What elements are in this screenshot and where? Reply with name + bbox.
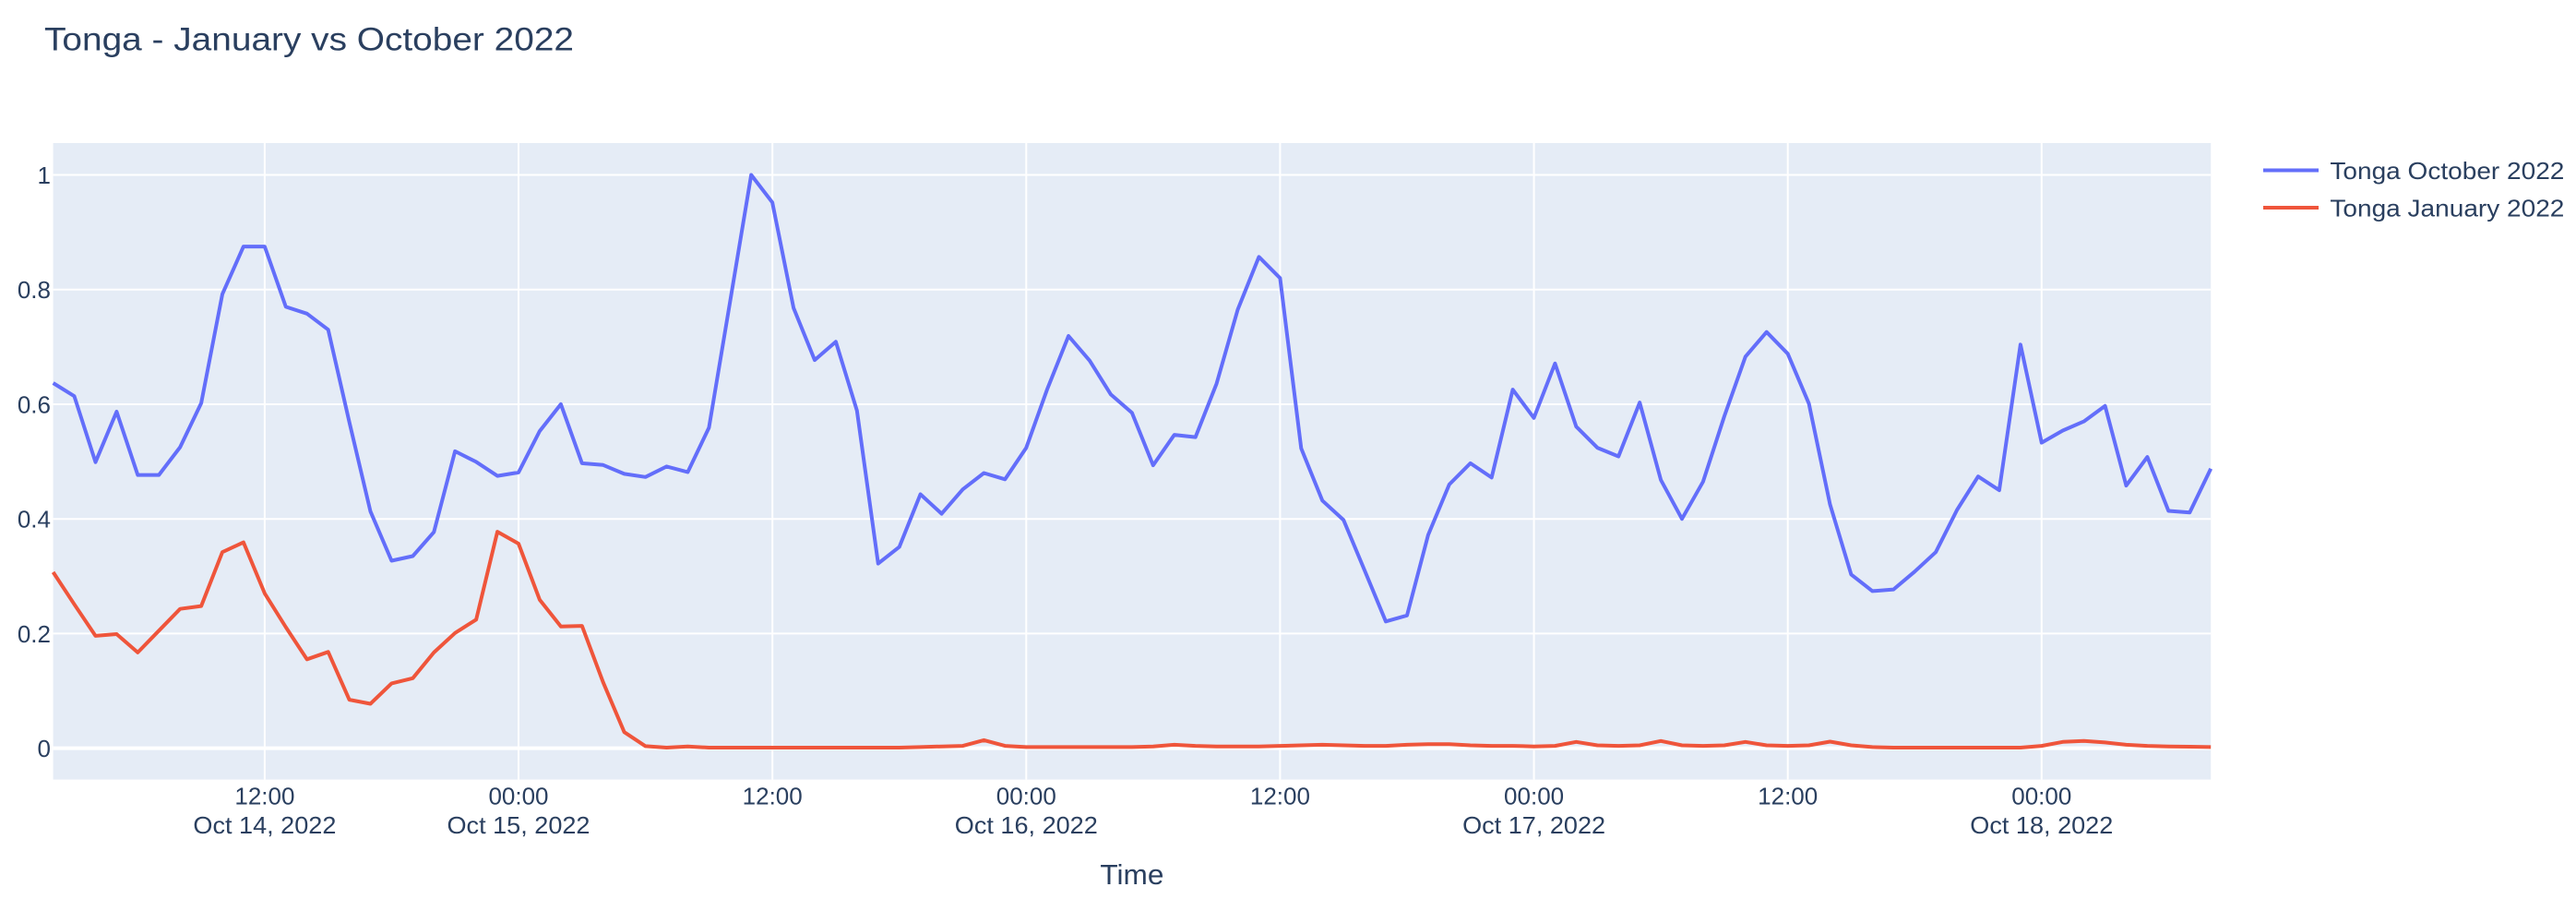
svg-text:Tonga - January vs October 202: Tonga - January vs October 2022 [44,22,574,58]
svg-text:Oct 15, 2022: Oct 15, 2022 [447,811,590,839]
svg-text:12:00: 12:00 [1758,783,1818,810]
svg-text:00:00: 00:00 [2011,783,2071,810]
svg-text:Time: Time [1100,858,1163,891]
svg-text:00:00: 00:00 [1504,783,1564,810]
svg-text:12:00: 12:00 [743,783,803,810]
svg-text:Oct 14, 2022: Oct 14, 2022 [193,811,336,839]
svg-text:0.2: 0.2 [18,620,51,648]
svg-text:12:00: 12:00 [234,783,294,810]
svg-text:Tonga October 2022: Tonga October 2022 [2330,157,2564,185]
svg-text:Oct 18, 2022: Oct 18, 2022 [1970,811,2113,839]
svg-text:0.4: 0.4 [18,506,51,533]
svg-text:0.6: 0.6 [18,390,51,418]
svg-text:Oct 17, 2022: Oct 17, 2022 [1462,811,1605,839]
svg-text:Tonga January 2022: Tonga January 2022 [2330,195,2564,222]
svg-text:1: 1 [38,162,51,189]
svg-text:0: 0 [38,735,51,762]
svg-text:0.8: 0.8 [18,276,51,304]
svg-text:Oct 16, 2022: Oct 16, 2022 [955,811,1098,839]
svg-text:00:00: 00:00 [488,783,548,810]
svg-text:12:00: 12:00 [1250,783,1310,810]
svg-text:00:00: 00:00 [996,783,1056,810]
